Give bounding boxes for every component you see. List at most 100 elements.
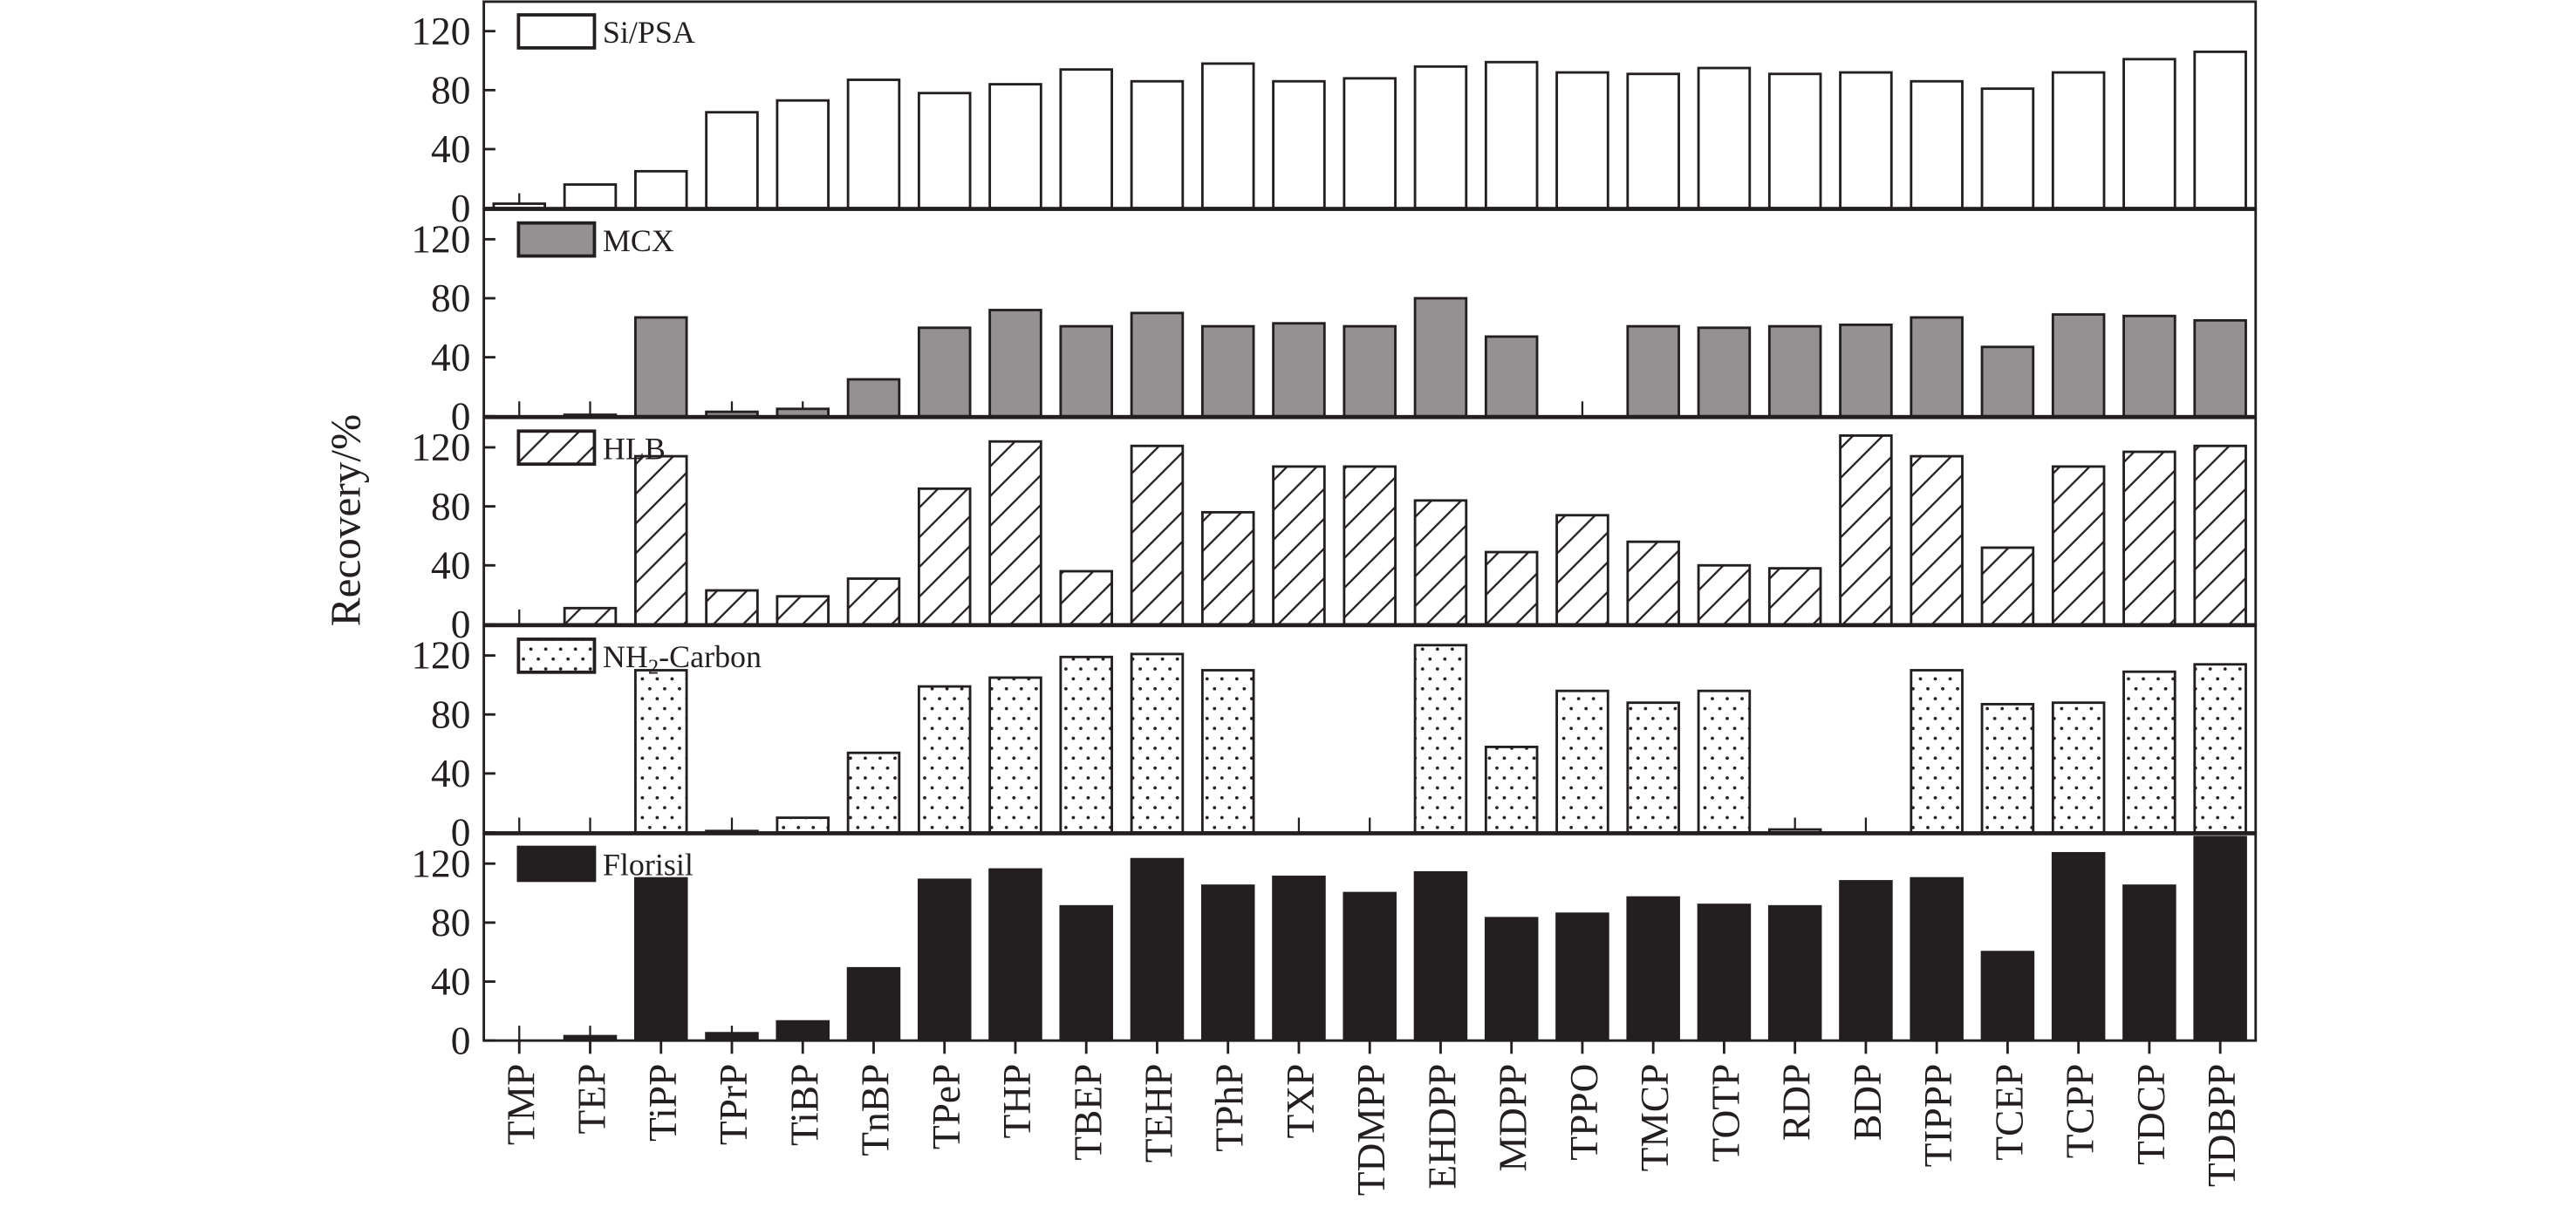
bar-TIPPP — [1910, 316, 1964, 418]
bar-TPrP — [705, 589, 759, 626]
bar-EHDPP — [1413, 297, 1468, 418]
legend-label: MCX — [603, 223, 674, 258]
x-tick-label: TPhP — [1208, 1064, 1252, 1152]
x-tick-label: EHDPP — [1420, 1064, 1464, 1190]
panel-florisil: 0 40 80 120 Florisil — [411, 832, 2258, 1062]
legend-label: Florisil — [603, 848, 694, 883]
panel-frame — [482, 416, 2258, 626]
bar-TMCP — [1626, 540, 1680, 626]
bar-TEHP — [1130, 857, 1185, 1042]
x-tick-label: TPeP — [925, 1064, 968, 1149]
bar-TBEP — [1059, 655, 1113, 834]
x-tick-label: TiPP — [641, 1064, 685, 1142]
panel-frame — [482, 624, 2258, 834]
bar-TDBPP — [2193, 318, 2247, 418]
y-tick-label: 80 — [431, 276, 470, 320]
bar-TPeP — [917, 92, 972, 210]
bar-TBEP — [1059, 904, 1113, 1042]
bar-TCEP — [1980, 951, 2035, 1042]
x-tick-label: TDBPP — [2200, 1064, 2244, 1187]
bar-EHDPP — [1413, 65, 1468, 210]
y-tick-label: 120 — [411, 217, 470, 261]
panel-si-psa: 0 40 80 120 Si/PSA — [411, 0, 2258, 230]
bar-TBEP — [1059, 324, 1113, 418]
bar-TOTP — [1697, 326, 1752, 418]
x-tick-label: TPPO — [1562, 1064, 1606, 1161]
x-tick-label: RDP — [1775, 1064, 1819, 1141]
panel-nh2-carbon: 0 40 80 120 NH2-Carbon — [411, 624, 2258, 855]
x-tick-label: TMCP — [1633, 1064, 1677, 1172]
y-tick-label: 80 — [431, 901, 470, 945]
y-axis-label: Recovery/% — [322, 414, 370, 626]
x-tick-label: TEHP — [1138, 1064, 1181, 1163]
bar-TnBP — [846, 378, 901, 418]
legend-label: Si/PSA — [603, 15, 695, 50]
bar-TPeP — [917, 878, 972, 1042]
panel-hlb: 0 40 80 120 HLB — [411, 416, 2258, 646]
bar-RDP — [1767, 72, 1822, 210]
bar-TEHP — [1130, 444, 1185, 626]
bar-TEP — [563, 606, 618, 626]
bar-EHDPP — [1413, 644, 1468, 834]
bar-TnBP — [846, 751, 901, 834]
y-tick-label: 0 — [451, 394, 471, 438]
bar-TDBPP — [2193, 663, 2247, 834]
legend-label: HLB — [603, 431, 666, 466]
bar-TDMPP — [1343, 891, 1397, 1042]
y-tick-label: 40 — [431, 960, 470, 1004]
bar-THP — [988, 83, 1042, 210]
bar-TEHP — [1130, 79, 1185, 210]
x-tick-label: TOTP — [1704, 1064, 1747, 1163]
bar-TPPO — [1555, 689, 1609, 834]
bar-MDPP — [1484, 917, 1539, 1042]
bar-TDMPP — [1343, 77, 1397, 210]
bar-TIPPP — [1910, 669, 1964, 834]
bar-RDP — [1767, 904, 1822, 1042]
bar-TIPPP — [1910, 876, 1964, 1042]
bar-TPhP — [1200, 62, 1255, 210]
panel-frame — [482, 0, 2258, 210]
bar-TDBPP — [2193, 50, 2247, 210]
bar-TPhP — [1200, 669, 1255, 834]
bar-TDMPP — [1343, 324, 1397, 418]
bar-TMCP — [1626, 896, 1680, 1042]
x-tick-label: TnBP — [854, 1064, 898, 1156]
bar-TOTP — [1697, 66, 1752, 210]
y-tick-label: 120 — [411, 426, 470, 469]
bar-TDCP — [2122, 670, 2176, 834]
bar-TDBPP — [2193, 444, 2247, 626]
bar-TMCP — [1626, 701, 1680, 834]
bar-TDCP — [2122, 58, 2176, 210]
bar-TEP — [563, 183, 618, 210]
bar-TCEP — [1980, 546, 2035, 626]
bar-TDCP — [2122, 884, 2176, 1042]
bar-TOTP — [1697, 689, 1752, 834]
bar-TDMPP — [1343, 465, 1397, 626]
bar-MDPP — [1484, 335, 1539, 418]
y-tick-label: 120 — [411, 634, 470, 678]
bar-TBEP — [1059, 68, 1113, 210]
y-tick-label: 0 — [451, 603, 471, 646]
bar-BDP — [1839, 880, 1893, 1042]
bar-TCPP — [2051, 313, 2106, 418]
bar-BDP — [1839, 323, 1893, 418]
bar-TiPP — [633, 876, 688, 1042]
bar-TCPP — [2051, 851, 2106, 1042]
x-tick-label: TXP — [1279, 1064, 1322, 1139]
bar-TPPO — [1555, 912, 1609, 1042]
x-tick-label: MDPP — [1492, 1064, 1535, 1172]
bar-TPhP — [1200, 510, 1255, 626]
legend-swatch — [516, 638, 597, 674]
legend-swatch — [516, 845, 597, 883]
bar-EHDPP — [1413, 870, 1468, 1042]
bar-TCPP — [2051, 465, 2106, 626]
bar-TiBP — [776, 595, 830, 626]
bar-TCEP — [1980, 87, 2035, 210]
y-tick-label: 40 — [431, 752, 470, 795]
bar-TPrP — [705, 111, 759, 210]
bar-RDP — [1767, 324, 1822, 418]
panel-mcx: 0 40 80 120 MCX — [411, 208, 2258, 438]
bar-TnBP — [846, 577, 901, 626]
bar-TMCP — [1626, 72, 1680, 210]
bar-TCEP — [1980, 345, 2035, 418]
